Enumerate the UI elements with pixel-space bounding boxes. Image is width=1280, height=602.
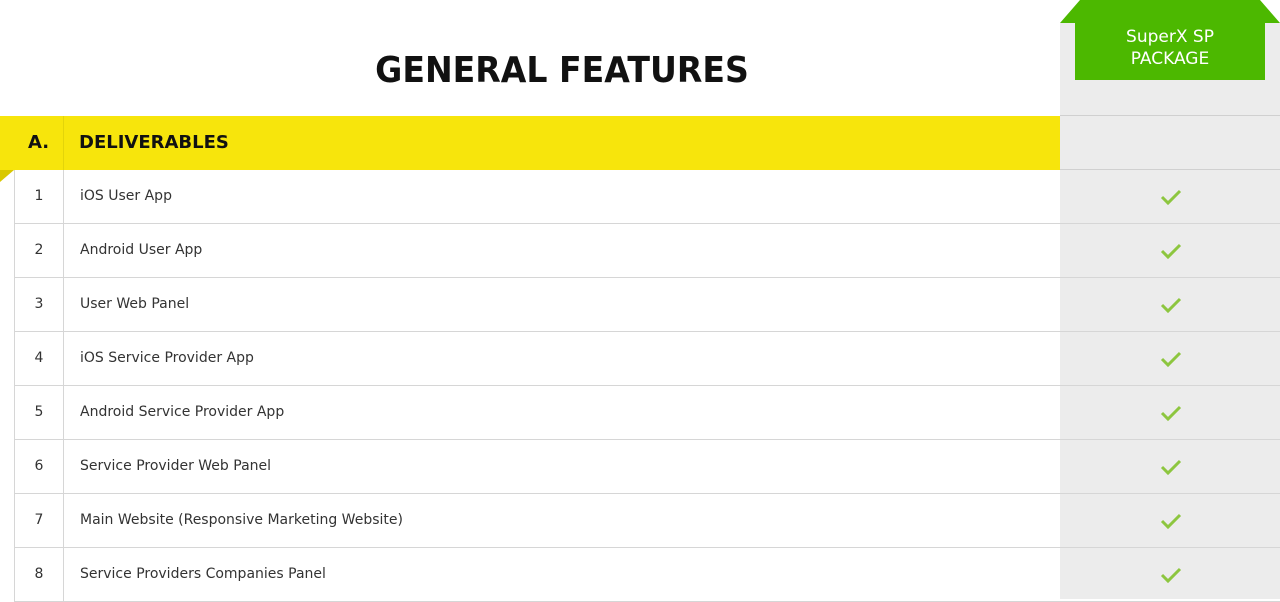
row-number: 6 xyxy=(15,440,64,493)
table-row: 4 iOS Service Provider App xyxy=(14,332,1280,386)
table-row: 3 User Web Panel xyxy=(14,278,1280,332)
row-number: 7 xyxy=(15,494,64,547)
row-number: 1 xyxy=(15,170,64,223)
package-title-line1: SuperX SP xyxy=(1126,27,1214,47)
row-number: 4 xyxy=(15,332,64,385)
page-title: GENERAL FEATURES xyxy=(375,50,749,91)
check-icon xyxy=(1061,494,1280,547)
table-row: 8 Service Providers Companies Panel xyxy=(14,548,1280,602)
row-number: 3 xyxy=(15,278,64,331)
feature-label: Android User App xyxy=(80,242,203,258)
feature-label: User Web Panel xyxy=(80,296,190,312)
feature-label: Service Provider Web Panel xyxy=(80,458,272,474)
feature-label: iOS Service Provider App xyxy=(80,350,254,366)
feature-table: 1 iOS User App 2 Android User App 3 User… xyxy=(14,170,1280,602)
table-row: 2 Android User App xyxy=(14,224,1280,278)
table-row: 7 Main Website (Responsive Marketing Web… xyxy=(14,494,1280,548)
check-icon xyxy=(1061,548,1280,601)
divider xyxy=(1060,115,1280,116)
check-icon xyxy=(1061,278,1280,331)
divider xyxy=(63,116,64,170)
feature-label: Main Website (Responsive Marketing Websi… xyxy=(80,512,403,528)
package-column xyxy=(1060,23,1280,599)
check-icon xyxy=(1061,440,1280,493)
check-icon xyxy=(1061,332,1280,385)
table-row: 6 Service Provider Web Panel xyxy=(14,440,1280,494)
section-header: A. DELIVERABLES xyxy=(0,116,1060,170)
divider xyxy=(1060,169,1280,170)
section-letter: A. xyxy=(27,132,50,153)
row-number: 8 xyxy=(15,548,64,601)
feature-label: Service Providers Companies Panel xyxy=(80,566,326,582)
package-header: SuperX SP PACKAGE xyxy=(1060,0,1280,80)
row-number: 5 xyxy=(15,386,64,439)
section-title: DELIVERABLES xyxy=(79,132,229,153)
table-row: 5 Android Service Provider App xyxy=(14,386,1280,440)
check-icon xyxy=(1061,224,1280,277)
ribbon-fold xyxy=(0,170,14,182)
table-row: 1 iOS User App xyxy=(14,170,1280,224)
package-title-line2: PACKAGE xyxy=(1130,49,1210,69)
feature-label: iOS User App xyxy=(80,188,172,204)
package-tab-shape xyxy=(1060,0,1280,80)
check-icon xyxy=(1061,170,1280,223)
row-number: 2 xyxy=(15,224,64,277)
check-icon xyxy=(1061,386,1280,439)
package-title: SuperX SP PACKAGE xyxy=(1075,26,1265,70)
feature-label: Android Service Provider App xyxy=(80,404,285,420)
